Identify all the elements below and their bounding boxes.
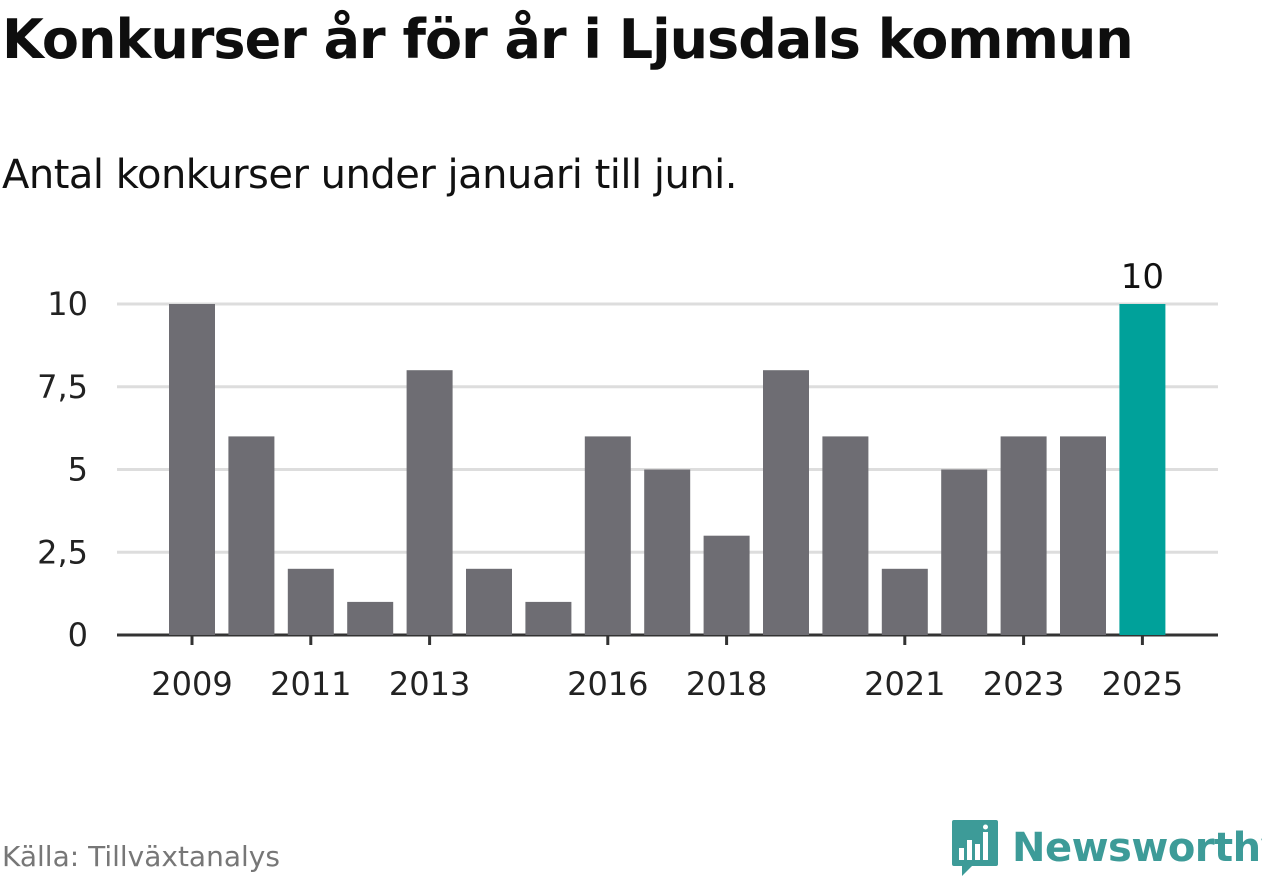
x-tick-label: 2018 — [686, 665, 767, 703]
bar-chart-speech-bubble-icon — [952, 820, 998, 876]
x-tick-label: 2013 — [389, 665, 470, 703]
bar-2019 — [763, 370, 809, 635]
bar-2024 — [1060, 436, 1106, 635]
y-tick-label: 2,5 — [37, 533, 88, 571]
x-tick-label: 2016 — [567, 665, 648, 703]
x-tick-label: 2025 — [1102, 665, 1183, 703]
x-tick-label: 2023 — [983, 665, 1064, 703]
bar-2013 — [406, 370, 453, 635]
bars — [169, 304, 1166, 635]
source-note: Källa: Tillväxtanalys — [2, 840, 280, 873]
brand-logo: Newsworthy — [950, 818, 1262, 878]
y-tick-label: 5 — [68, 451, 88, 489]
x-tick-label: 2011 — [270, 665, 351, 703]
x-tick-label: 2021 — [864, 665, 945, 703]
bar-2018 — [703, 535, 750, 635]
chart-title: Konkurser år för år i Ljusdals kommun — [2, 8, 1134, 71]
bar-2017 — [644, 469, 691, 635]
y-tick-label: 10 — [47, 285, 88, 323]
bar-2011 — [287, 568, 334, 635]
labels: 0 2,5 5 7,5 10 2009 2011 2013 2016 2018 2021 2023 20… — [37, 257, 1183, 703]
bar-2021 — [881, 568, 928, 635]
bar-2023 — [1000, 436, 1047, 635]
brand-name: Newsworthy — [1012, 825, 1262, 871]
bar-2015 — [525, 601, 572, 635]
bar-2012 — [347, 601, 394, 635]
data-label-highlight: 10 — [1121, 257, 1164, 297]
bar-2022 — [941, 469, 988, 635]
bar-2014 — [466, 568, 512, 635]
bar-2010 — [228, 436, 275, 635]
bar-2009 — [169, 304, 215, 635]
y-tick-label: 0 — [68, 616, 88, 654]
bar-2020 — [822, 436, 869, 635]
bar-2025 — [1119, 304, 1166, 635]
x-tick-label: 2009 — [151, 665, 232, 703]
y-tick-label: 7,5 — [37, 368, 88, 406]
bar-2016 — [584, 436, 631, 635]
chart-subtitle: Antal konkurser under januari till juni. — [2, 152, 738, 198]
